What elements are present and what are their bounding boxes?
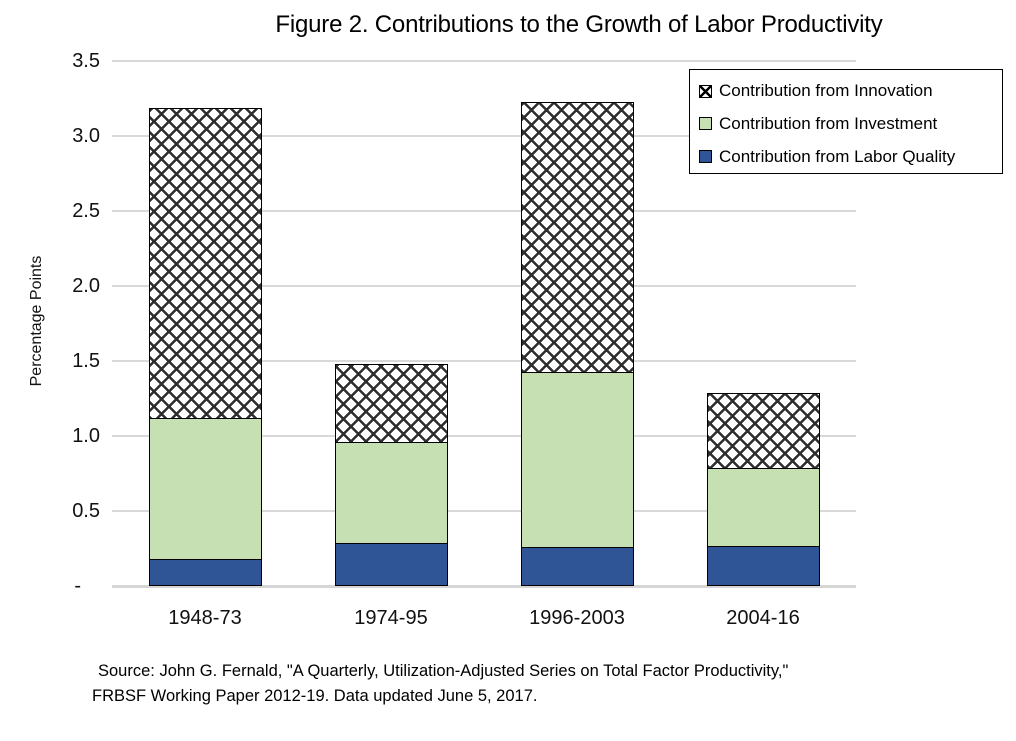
y-tick-label: 2.0 — [72, 275, 100, 297]
bar-segment-labor-quality — [706, 545, 820, 586]
y-tick-label: 2.5 — [72, 200, 100, 222]
bar-segment-innovation — [148, 107, 262, 420]
legend-label: Contribution from Labor Quality — [719, 146, 956, 166]
x-axis-label: 1974-95 — [354, 607, 428, 629]
legend: Contribution from Innovation Contribution… — [689, 69, 1003, 174]
gridline — [112, 210, 856, 212]
source-note-line2: FRBSF Working Paper 2012-19. Data update… — [92, 687, 538, 705]
x-axis-label: 1948-73 — [168, 607, 242, 629]
bar-segment-labor-quality — [334, 542, 448, 586]
bar-segment-innovation — [520, 101, 634, 373]
gridline — [112, 60, 856, 62]
x-axis-label: 1996-2003 — [529, 607, 625, 629]
legend-swatch-labor-quality-icon — [699, 150, 712, 164]
legend-label: Contribution from Innovation — [719, 81, 933, 101]
y-tick-label: 3.0 — [72, 125, 100, 147]
legend-label: Contribution from Investment — [719, 113, 938, 133]
bar-segment-innovation — [706, 392, 820, 469]
y-tick-label: 1.0 — [72, 425, 100, 447]
legend-swatch-innovation-icon — [699, 84, 712, 98]
y-axis-tick-labels: - 0.5 1.0 1.5 2.0 2.5 3.0 3.5 — [0, 50, 100, 597]
gridline — [112, 435, 856, 437]
bar-segment-investment — [334, 442, 448, 544]
bar-segment-investment — [520, 371, 634, 549]
source-note-line1: Source: John G. Fernald, "A Quarterly, U… — [98, 662, 789, 680]
source-note: Source: John G. Fernald, "A Quarterly, U… — [92, 659, 942, 709]
legend-item-labor-quality: Contribution from Labor Quality — [699, 141, 996, 172]
bar-segment-investment — [706, 467, 820, 547]
bar-segment-investment — [148, 418, 262, 561]
legend-item-investment: Contribution from Investment — [699, 108, 996, 139]
bar-1974-95 — [334, 364, 448, 586]
gridline — [112, 135, 856, 137]
legend-swatch-investment-icon — [699, 117, 712, 131]
y-axis-title-text: Percentage Points — [28, 255, 45, 387]
bar-2004-16 — [706, 392, 820, 586]
gridline — [112, 510, 856, 512]
y-tick-label: 3.5 — [72, 50, 100, 72]
chart-title: Figure 2. Contributions to the Growth of… — [275, 11, 883, 38]
y-tick-label: - — [74, 575, 81, 597]
bar-segment-labor-quality — [520, 547, 634, 586]
x-axis-label: 2004-16 — [726, 607, 800, 629]
bar-segment-labor-quality — [148, 559, 262, 586]
bar-1948-73 — [148, 107, 262, 586]
plot-area: 1948-73 1974-95 1996-2003 2004-16 — [112, 60, 856, 629]
y-tick-label: 1.5 — [72, 350, 100, 372]
y-tick-label: 0.5 — [72, 500, 100, 522]
legend-item-innovation: Contribution from Innovation — [699, 76, 996, 107]
gridline — [112, 285, 856, 287]
x-axis-line — [112, 585, 856, 588]
gridline — [112, 360, 856, 362]
bar-1996-2003 — [520, 101, 634, 586]
bar-segment-innovation — [334, 364, 448, 444]
